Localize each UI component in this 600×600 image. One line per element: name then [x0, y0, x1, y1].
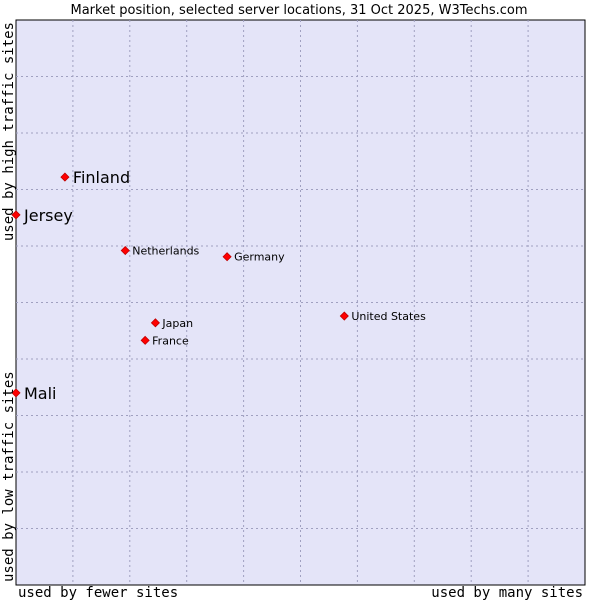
- point-marker-united-states: [339, 311, 349, 321]
- chart-title: Market position, selected server locatio…: [70, 3, 527, 18]
- point-label-japan: Japan: [161, 317, 193, 330]
- x-axis-label-left: used by fewer sites: [18, 585, 178, 600]
- point-marker-netherlands: [120, 245, 130, 256]
- point-label-united-states: United States: [351, 310, 426, 323]
- point-label-mali: Mali: [24, 384, 57, 403]
- point-label-france: France: [152, 334, 189, 347]
- point-marker-mali: [11, 388, 21, 398]
- y-axis-label-bottom: used by low traffic sites: [1, 371, 17, 582]
- point-label-finland: Finland: [73, 168, 130, 187]
- point-label-jersey: Jersey: [23, 206, 73, 225]
- point-marker-germany: [222, 252, 232, 262]
- point-marker-japan: [150, 318, 160, 328]
- y-axis-label-top: used by high traffic sites: [1, 22, 17, 241]
- point-marker-france: [140, 335, 150, 345]
- x-axis-label-right: used by many sites: [431, 585, 583, 600]
- point-marker-finland: [60, 172, 70, 182]
- point-marker-jersey: [11, 210, 21, 220]
- grid-lines: [16, 20, 585, 585]
- point-label-germany: Germany: [234, 251, 285, 264]
- point-label-netherlands: Netherlands: [132, 245, 199, 258]
